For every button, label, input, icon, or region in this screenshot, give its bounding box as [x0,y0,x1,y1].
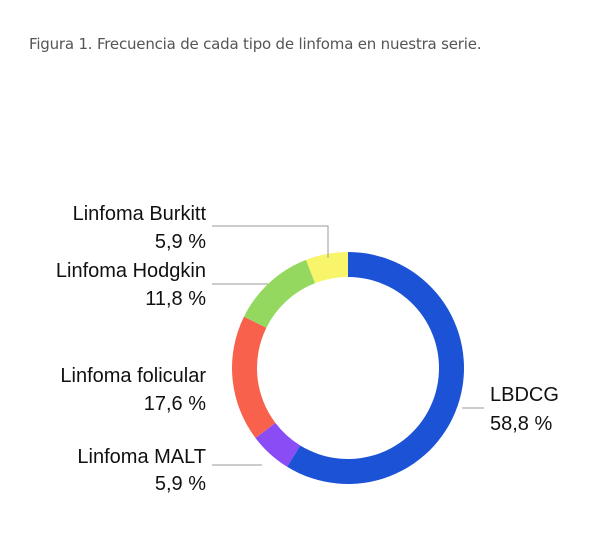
slice-linfoma-hodgkin [243,259,316,328]
slice-linfoma-folicular [232,316,276,438]
slice-linfoma-malt [255,422,301,467]
leader-line-linfoma-burkitt [212,225,329,258]
figure-caption: Figura 1. Frecuencia de cada tipo de lin… [29,35,482,53]
slice-label-linfoma-folicular: Linfoma folicular [60,365,206,387]
slice-value-linfoma-folicular: 17,6 % [144,393,206,415]
slice-value-linfoma-burkitt: 5,9 % [155,231,206,253]
slice-label-linfoma-hodgkin: Linfoma Hodgkin [56,260,206,282]
slice-linfoma-burkitt [305,252,348,284]
slice-label-lbdcg: LBDCG [490,384,559,406]
slice-value-linfoma-malt: 5,9 % [155,473,206,495]
slice-lbdcg [287,252,464,484]
slice-label-linfoma-burkitt: Linfoma Burkitt [73,203,207,225]
slice-value-linfoma-hodgkin: 11,8 % [145,288,206,310]
slice-value-lbdcg: 58,8 % [490,413,552,435]
slice-label-linfoma-malt: Linfoma MALT [77,446,206,468]
